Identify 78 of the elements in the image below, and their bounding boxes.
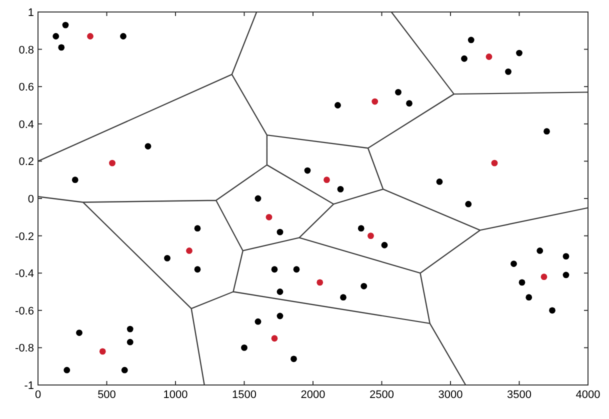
point <box>536 248 544 254</box>
x-tick-label: 3000 <box>438 389 463 401</box>
point <box>316 279 324 286</box>
point <box>516 50 522 56</box>
point <box>276 288 284 295</box>
point <box>87 33 94 40</box>
point <box>72 176 78 184</box>
point <box>271 266 278 273</box>
point <box>486 54 492 60</box>
point <box>76 330 82 336</box>
x-tick-label: 500 <box>98 389 116 401</box>
y-tick-label: 0.8 <box>18 44 34 56</box>
point <box>340 294 346 301</box>
point <box>337 186 344 192</box>
point <box>293 266 300 273</box>
point <box>406 100 412 107</box>
point <box>276 312 284 320</box>
point <box>549 307 556 314</box>
y-tick-label: 0.4 <box>18 118 34 131</box>
point <box>290 356 297 362</box>
point <box>436 178 443 185</box>
point <box>52 33 60 40</box>
point <box>120 33 126 40</box>
point <box>62 22 69 28</box>
point <box>194 225 201 232</box>
point <box>358 225 364 232</box>
point <box>121 366 128 374</box>
point <box>194 266 201 273</box>
y-tick-label: -0.6 <box>15 305 34 318</box>
point <box>144 143 152 150</box>
point <box>381 242 388 248</box>
y-tick-label: 1 <box>28 7 34 19</box>
point <box>126 326 134 332</box>
point <box>510 260 517 267</box>
point <box>126 338 134 346</box>
y-tick-label: -0.4 <box>15 268 34 280</box>
x-tick-label: 4000 <box>576 389 600 401</box>
y-tick-label: 0 <box>28 194 34 206</box>
point <box>109 160 116 166</box>
y-tick-label: -0.2 <box>15 230 34 243</box>
point <box>99 348 106 355</box>
y-tick-label: 0.2 <box>18 156 34 168</box>
point <box>368 232 374 239</box>
x-tick-label: 1500 <box>232 389 256 401</box>
point <box>164 254 170 262</box>
point <box>266 214 272 220</box>
point <box>360 282 368 290</box>
point <box>276 228 284 236</box>
point <box>395 88 402 96</box>
point <box>491 160 498 166</box>
x-tick-label: 2500 <box>370 389 394 401</box>
point <box>461 55 468 62</box>
point <box>254 318 262 325</box>
point <box>562 272 570 278</box>
x-tick-label: 2000 <box>300 389 326 401</box>
point <box>544 128 550 135</box>
point <box>372 98 378 105</box>
point <box>304 167 311 174</box>
x-tick-label: 1000 <box>163 389 188 401</box>
point <box>324 176 330 184</box>
point <box>334 102 341 108</box>
point <box>540 274 548 280</box>
point <box>64 366 70 374</box>
y-tick-label: 0.6 <box>18 82 34 94</box>
point <box>562 253 570 260</box>
point <box>186 248 192 254</box>
y-tick-label: -0.8 <box>15 342 34 355</box>
x-tick-label: 3500 <box>507 389 532 401</box>
point <box>465 200 472 208</box>
point <box>271 335 278 342</box>
point <box>518 279 526 286</box>
point <box>526 294 532 301</box>
point <box>468 36 474 44</box>
point <box>254 195 262 202</box>
point <box>241 344 248 351</box>
point <box>58 44 65 51</box>
y-tick-label: -1 <box>24 380 34 392</box>
point <box>505 68 512 75</box>
